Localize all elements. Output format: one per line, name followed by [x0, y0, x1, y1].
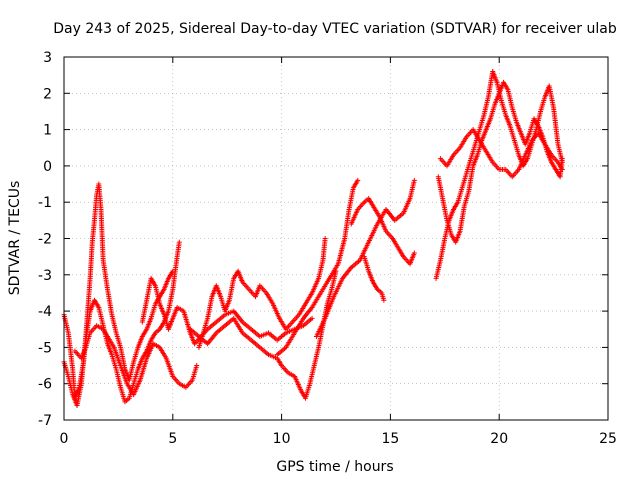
y-tick-label: -1: [38, 195, 52, 211]
series-track-6: [187, 268, 339, 401]
y-tick-label: -5: [38, 340, 52, 356]
series-track-9: [348, 196, 417, 267]
data-point: [411, 177, 417, 183]
data-points: [61, 69, 565, 408]
data-point: [355, 177, 361, 183]
y-tick-label: 1: [43, 123, 52, 139]
plot-frame: [63, 56, 609, 421]
x-tick-label: 20: [490, 431, 508, 447]
y-tick-label: -3: [38, 268, 52, 284]
x-tick-label: 15: [381, 431, 399, 447]
data-point: [559, 167, 565, 173]
y-tick-label: -4: [38, 304, 52, 320]
x-axis-label: GPS time / hours: [276, 459, 393, 475]
series-track-3: [72, 323, 200, 398]
data-point: [194, 363, 200, 369]
data-point: [559, 156, 565, 162]
series-track-7: [274, 177, 361, 358]
data-point: [170, 268, 176, 274]
y-tick-label: -2: [38, 232, 52, 248]
y-axis-label: SDTVAR / TECUs: [7, 181, 23, 296]
data-point: [176, 239, 182, 245]
y-tick-label: 2: [43, 86, 52, 102]
x-tick-label: 0: [60, 431, 69, 447]
y-tick-label: -7: [38, 413, 52, 429]
axis-ticks: 0 5 10 15 20 25 -7 -6 -5 -4 -3 -2 -1 0 1 2 3: [38, 50, 617, 447]
y-tick-label: 0: [43, 159, 52, 175]
x-tick-label: 5: [168, 431, 177, 447]
x-tick-label: 25: [599, 431, 617, 447]
y-tick-label: -6: [38, 377, 52, 393]
data-point: [322, 236, 328, 241]
y-tick-label: 3: [43, 50, 52, 66]
series-track-10: [361, 254, 387, 303]
chart-title: Day 243 of 2025, Sidereal Day-to-day VTE…: [53, 21, 617, 37]
series-track-13: [437, 127, 565, 180]
data-point: [411, 250, 417, 256]
series-track-5: [196, 236, 328, 350]
data-point: [381, 297, 387, 303]
series-track-8: [313, 177, 417, 340]
x-tick-label: 10: [273, 431, 291, 447]
data-point: [309, 315, 315, 321]
